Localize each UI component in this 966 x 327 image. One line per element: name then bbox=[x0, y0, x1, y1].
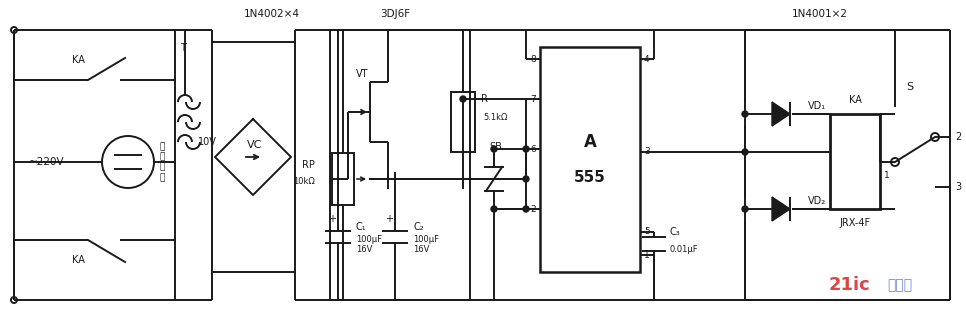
Text: RP: RP bbox=[302, 160, 315, 170]
Text: R: R bbox=[481, 94, 488, 104]
Text: S: S bbox=[906, 82, 914, 92]
Circle shape bbox=[742, 206, 748, 212]
Text: 1N4002×4: 1N4002×4 bbox=[244, 9, 300, 19]
Text: 1: 1 bbox=[644, 250, 650, 260]
Text: 电子网: 电子网 bbox=[888, 278, 913, 292]
Text: 8: 8 bbox=[530, 55, 536, 63]
Text: C₃: C₃ bbox=[670, 227, 681, 237]
Circle shape bbox=[491, 146, 497, 152]
Circle shape bbox=[491, 206, 497, 212]
Text: VC: VC bbox=[247, 140, 263, 150]
Text: 5: 5 bbox=[644, 228, 650, 236]
Text: ~220V: ~220V bbox=[29, 157, 65, 167]
Text: KA: KA bbox=[71, 55, 84, 65]
Circle shape bbox=[460, 96, 466, 102]
Text: 2: 2 bbox=[530, 204, 536, 214]
Text: T: T bbox=[180, 43, 185, 53]
Bar bbox=[830, 114, 880, 209]
Circle shape bbox=[523, 176, 529, 182]
Circle shape bbox=[742, 111, 748, 117]
Bar bbox=[451, 92, 475, 152]
Text: 100μF: 100μF bbox=[413, 234, 439, 244]
Text: 10kΩ: 10kΩ bbox=[294, 177, 315, 185]
Text: C₁: C₁ bbox=[356, 222, 367, 232]
Text: 555: 555 bbox=[574, 170, 606, 185]
Text: +: + bbox=[385, 214, 393, 224]
Text: 100μF: 100μF bbox=[356, 234, 382, 244]
Text: 16V: 16V bbox=[356, 245, 372, 253]
Circle shape bbox=[742, 149, 748, 155]
Text: 3: 3 bbox=[955, 182, 961, 192]
Text: SB: SB bbox=[490, 142, 502, 152]
Text: 0.01μF: 0.01μF bbox=[670, 245, 698, 253]
Text: KA: KA bbox=[71, 255, 84, 265]
Polygon shape bbox=[772, 197, 790, 221]
Circle shape bbox=[523, 206, 529, 212]
Text: 4: 4 bbox=[644, 55, 649, 63]
Text: C₂: C₂ bbox=[413, 222, 424, 232]
Text: 6: 6 bbox=[530, 145, 536, 153]
Text: 3: 3 bbox=[644, 147, 650, 157]
Text: 2: 2 bbox=[955, 132, 961, 142]
Text: A: A bbox=[583, 133, 596, 151]
Text: 16V: 16V bbox=[413, 245, 429, 253]
Circle shape bbox=[931, 133, 939, 141]
Text: 7: 7 bbox=[530, 95, 536, 104]
Circle shape bbox=[102, 136, 154, 188]
Text: 5.1kΩ: 5.1kΩ bbox=[483, 112, 507, 122]
Text: 3DJ6F: 3DJ6F bbox=[380, 9, 410, 19]
Circle shape bbox=[891, 158, 899, 166]
Text: VD₂: VD₂ bbox=[808, 196, 826, 206]
Text: 1N4001×2: 1N4001×2 bbox=[792, 9, 848, 19]
Text: VD₁: VD₁ bbox=[808, 101, 826, 111]
Text: JRX-4F: JRX-4F bbox=[839, 218, 870, 228]
Text: 21ic: 21ic bbox=[829, 276, 871, 294]
Text: +: + bbox=[328, 214, 336, 224]
Text: 家
电
插
座: 家 电 插 座 bbox=[159, 142, 164, 182]
Polygon shape bbox=[772, 102, 790, 126]
Text: VT: VT bbox=[355, 69, 368, 79]
Bar bbox=[212, 42, 295, 272]
Bar bbox=[332, 153, 354, 205]
Circle shape bbox=[11, 27, 17, 33]
Bar bbox=[540, 47, 640, 272]
Circle shape bbox=[11, 297, 17, 303]
Text: 10V: 10V bbox=[198, 137, 216, 147]
Text: 1: 1 bbox=[884, 171, 890, 181]
Circle shape bbox=[523, 146, 529, 152]
Text: KA: KA bbox=[848, 95, 862, 105]
